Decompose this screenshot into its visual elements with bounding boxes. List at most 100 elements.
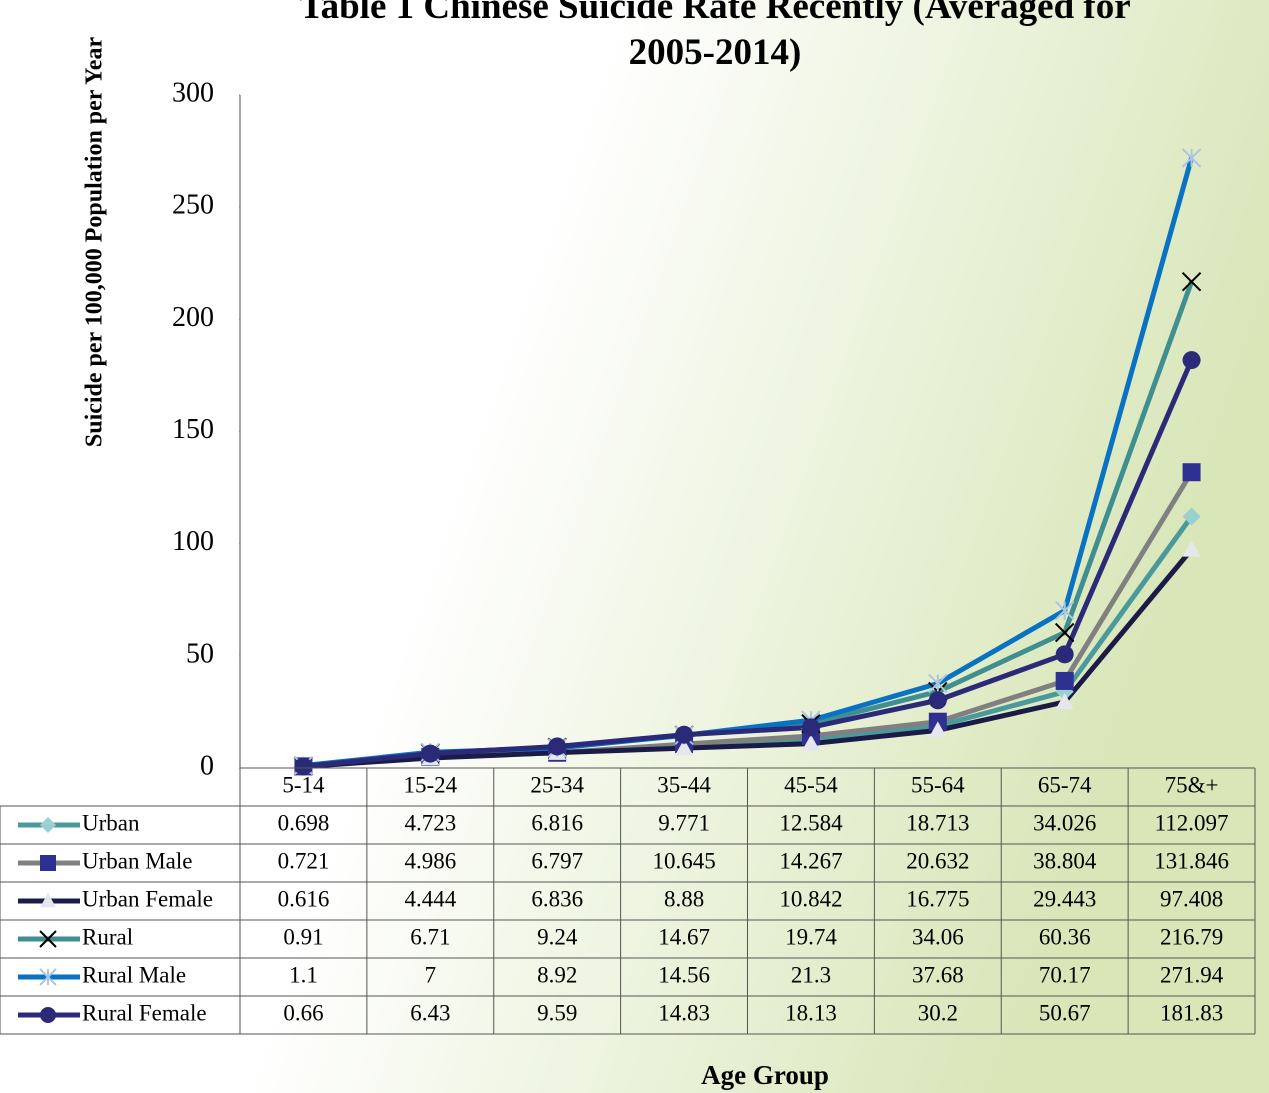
table-value: 21.3 xyxy=(791,962,831,987)
table-value: 14.267 xyxy=(779,848,842,873)
marker xyxy=(1054,622,1075,643)
table-value: 12.584 xyxy=(779,810,843,835)
table-value: 0.66 xyxy=(283,1000,323,1025)
table-value: 0.698 xyxy=(278,810,330,835)
marker xyxy=(294,757,313,776)
table-value: 14.56 xyxy=(658,962,710,987)
y-tick-label: 150 xyxy=(172,414,214,445)
marker xyxy=(1181,271,1202,292)
marker xyxy=(1055,645,1074,664)
marker xyxy=(40,855,56,871)
legend-marker xyxy=(39,968,57,986)
table-value: 29.443 xyxy=(1033,886,1096,911)
table-value: 112.097 xyxy=(1155,810,1229,835)
table-value: 6.797 xyxy=(531,848,583,873)
table-value: 30.2 xyxy=(918,1000,958,1025)
legend-marker xyxy=(40,817,56,833)
table-value: 60.36 xyxy=(1039,924,1091,949)
table-value: 34.026 xyxy=(1033,810,1096,835)
x-tick-label: 65-74 xyxy=(1038,772,1092,797)
x-tick-label: 45-54 xyxy=(784,772,838,797)
table-value: 9.771 xyxy=(658,810,710,835)
chart-title: Table 1 Chinese Suicide Rate Recently (A… xyxy=(299,0,1130,73)
marker xyxy=(1181,148,1202,168)
marker xyxy=(801,734,820,751)
marker xyxy=(1182,507,1201,526)
marker xyxy=(928,691,947,710)
y-axis-label: Suicide per 100,000 Population per Year xyxy=(82,37,108,448)
marker xyxy=(675,739,694,756)
table-value: 181.83 xyxy=(1160,1000,1223,1025)
table-value: 18.13 xyxy=(785,1000,837,1025)
marker xyxy=(928,721,947,738)
table-value: 20.632 xyxy=(906,848,969,873)
y-tick-label: 0 xyxy=(200,750,214,781)
table-value: 8.88 xyxy=(664,886,704,911)
legend-label: Urban xyxy=(82,810,140,835)
table-value: 97.408 xyxy=(1160,886,1223,911)
legend-marker xyxy=(39,930,57,948)
x-tick-label: 25-34 xyxy=(530,772,584,797)
marker xyxy=(675,725,694,744)
legend-marker xyxy=(40,1007,56,1023)
marker xyxy=(39,930,57,948)
table-value: 271.94 xyxy=(1160,962,1224,987)
table-value: 16.775 xyxy=(906,886,969,911)
marker xyxy=(40,1007,56,1023)
marker xyxy=(40,817,56,833)
table-value: 38.804 xyxy=(1033,848,1097,873)
table-value: 4.723 xyxy=(404,810,456,835)
table-value: 6.816 xyxy=(531,810,583,835)
marker xyxy=(1182,540,1201,557)
table-value: 18.713 xyxy=(906,810,969,835)
table-value: 6.836 xyxy=(531,886,583,911)
table-value: 4.444 xyxy=(404,886,456,911)
table-value: 10.645 xyxy=(652,848,715,873)
table-value: 70.17 xyxy=(1039,962,1091,987)
marker xyxy=(39,968,57,986)
table-value: 0.616 xyxy=(278,886,330,911)
legend-label: Urban Female xyxy=(82,886,213,911)
legend-label: Urban Male xyxy=(82,848,193,873)
marker xyxy=(548,737,567,756)
table-value: 216.79 xyxy=(1160,924,1223,949)
marker xyxy=(1055,671,1074,690)
table-value: 9.24 xyxy=(537,924,578,949)
table-value: 9.59 xyxy=(537,1000,577,1025)
legend-label: Rural Female xyxy=(82,1000,207,1025)
marker xyxy=(1182,463,1201,482)
x-tick-label: 75&+ xyxy=(1165,772,1219,797)
table-value: 0.721 xyxy=(278,848,330,873)
table-value: 37.68 xyxy=(912,962,964,987)
table-value: 0.91 xyxy=(283,924,323,949)
table-value: 7 xyxy=(425,962,437,987)
y-tick-label: 250 xyxy=(172,190,214,221)
marker xyxy=(801,718,820,737)
marker xyxy=(1182,351,1201,370)
marker xyxy=(928,673,948,694)
table-value: 4.986 xyxy=(404,848,456,873)
marker xyxy=(421,744,440,763)
y-tick-label: 100 xyxy=(172,526,214,557)
table-value: 19.74 xyxy=(785,924,837,949)
table-value: 8.92 xyxy=(537,962,577,987)
table-value: 6.43 xyxy=(410,1000,450,1025)
table-value: 14.67 xyxy=(658,924,710,949)
y-tick-label: 300 xyxy=(172,77,214,108)
marker xyxy=(1055,692,1074,710)
marker xyxy=(40,893,56,908)
x-axis-label: Age Group xyxy=(701,1060,829,1090)
table-value: 50.67 xyxy=(1039,1000,1091,1025)
x-tick-label: 55-64 xyxy=(911,772,965,797)
x-tick-label: 5-14 xyxy=(282,772,325,797)
legend-label: Rural xyxy=(82,924,133,949)
legend-marker xyxy=(40,893,56,908)
table-value: 14.83 xyxy=(658,1000,710,1025)
table-value: 6.71 xyxy=(410,924,450,949)
x-tick-label: 15-24 xyxy=(403,772,457,797)
y-tick-label: 50 xyxy=(186,638,214,669)
legend-marker xyxy=(40,855,56,871)
table-value: 131.846 xyxy=(1154,848,1229,873)
